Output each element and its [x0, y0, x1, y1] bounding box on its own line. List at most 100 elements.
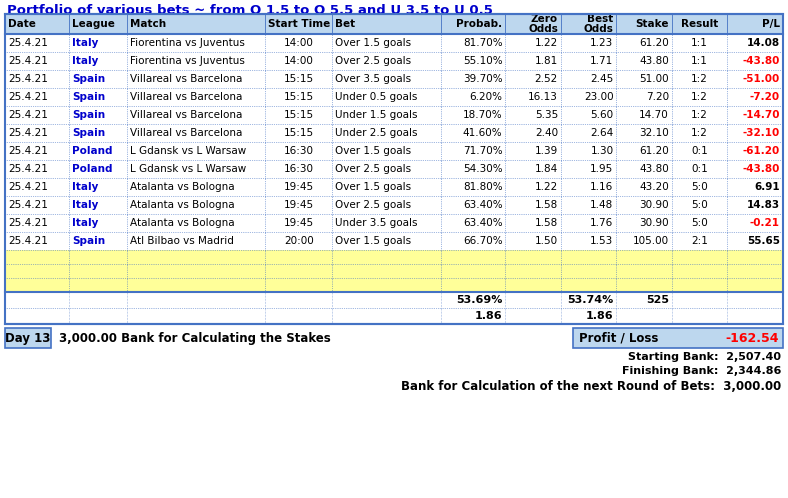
Text: Over 2.5 goals: Over 2.5 goals	[335, 56, 411, 66]
Text: Under 0.5 goals: Under 0.5 goals	[335, 92, 418, 102]
Text: 5.60: 5.60	[590, 110, 614, 120]
Text: 61.20: 61.20	[639, 146, 669, 156]
Text: Over 1.5 goals: Over 1.5 goals	[335, 236, 411, 246]
Text: Over 1.5 goals: Over 1.5 goals	[335, 146, 411, 156]
Text: 25.4.21: 25.4.21	[8, 146, 48, 156]
Text: 7.20: 7.20	[646, 92, 669, 102]
Text: 16.13: 16.13	[528, 92, 558, 102]
Text: 1:2: 1:2	[691, 92, 708, 102]
Text: 1.86: 1.86	[585, 311, 614, 321]
Bar	[5, 178, 783, 196]
Bar	[5, 214, 783, 232]
Text: 1.58: 1.58	[535, 218, 558, 228]
Bar	[5, 52, 783, 70]
Text: Italy: Italy	[72, 56, 98, 66]
Text: Finishing Bank:  2,344.86: Finishing Bank: 2,344.86	[622, 366, 781, 376]
Text: 25.4.21: 25.4.21	[8, 56, 48, 66]
Text: 25.4.21: 25.4.21	[8, 200, 48, 210]
Text: 20:00: 20:00	[284, 236, 314, 246]
Text: 1.30: 1.30	[590, 146, 614, 156]
Text: 1.76: 1.76	[590, 218, 614, 228]
Text: 2.40: 2.40	[535, 128, 558, 138]
Text: 5.35: 5.35	[535, 110, 558, 120]
Text: 525: 525	[646, 295, 669, 305]
Text: L Gdansk vs L Warsaw: L Gdansk vs L Warsaw	[130, 164, 247, 174]
Text: 54.30%: 54.30%	[463, 164, 503, 174]
Text: 19:45: 19:45	[284, 182, 314, 192]
Text: Portfolio of various bets ~ from O 1.5 to O 5.5 and U 3.5 to U 0.5: Portfolio of various bets ~ from O 1.5 t…	[7, 4, 492, 17]
Text: Match: Match	[130, 19, 166, 29]
Text: Poland: Poland	[72, 164, 113, 174]
Text: -162.54: -162.54	[726, 332, 779, 345]
Text: 81.80%: 81.80%	[463, 182, 503, 192]
Text: 2.45: 2.45	[590, 74, 614, 84]
Text: P/L: P/L	[762, 19, 780, 29]
Text: Best
Odds: Best Odds	[584, 13, 614, 34]
Text: 1.48: 1.48	[590, 200, 614, 210]
Bar	[5, 196, 783, 214]
Text: 2.64: 2.64	[590, 128, 614, 138]
Text: 43.20: 43.20	[639, 182, 669, 192]
Text: 18.70%: 18.70%	[463, 110, 503, 120]
Text: 25.4.21: 25.4.21	[8, 74, 48, 84]
Text: 25.4.21: 25.4.21	[8, 38, 48, 48]
Text: 0:1: 0:1	[691, 146, 708, 156]
Bar	[5, 142, 783, 160]
Bar	[5, 124, 783, 142]
Text: 14:00: 14:00	[284, 56, 314, 66]
Bar	[5, 14, 783, 324]
Text: Start Time: Start Time	[268, 19, 330, 29]
Bar	[5, 264, 783, 278]
Text: 105.00: 105.00	[633, 236, 669, 246]
Text: Poland: Poland	[72, 146, 113, 156]
Text: 1.22: 1.22	[535, 38, 558, 48]
Text: Spain: Spain	[72, 74, 105, 84]
Text: 1.22: 1.22	[535, 182, 558, 192]
Text: -14.70: -14.70	[742, 110, 780, 120]
Text: 53.74%: 53.74%	[567, 295, 614, 305]
Text: 71.70%: 71.70%	[463, 146, 503, 156]
Text: 14.83: 14.83	[747, 200, 780, 210]
Text: Italy: Italy	[72, 38, 98, 48]
Text: Spain: Spain	[72, 92, 105, 102]
Text: 5:0: 5:0	[691, 200, 708, 210]
Text: 1.58: 1.58	[535, 200, 558, 210]
Text: Italy: Italy	[72, 200, 98, 210]
Text: Starting Bank:  2,507.40: Starting Bank: 2,507.40	[628, 352, 781, 362]
Text: 14:00: 14:00	[284, 38, 314, 48]
Text: Profit / Loss: Profit / Loss	[579, 332, 659, 345]
Bar	[5, 308, 783, 324]
Bar	[5, 88, 783, 106]
Text: Over 3.5 goals: Over 3.5 goals	[335, 74, 411, 84]
Text: Date: Date	[8, 19, 36, 29]
Text: 2.52: 2.52	[535, 74, 558, 84]
Text: Zero
Odds: Zero Odds	[528, 13, 558, 34]
Text: 55.10%: 55.10%	[463, 56, 503, 66]
Text: -43.80: -43.80	[742, 164, 780, 174]
Text: Spain: Spain	[72, 110, 105, 120]
Text: 66.70%: 66.70%	[463, 236, 503, 246]
Text: 25.4.21: 25.4.21	[8, 110, 48, 120]
Text: 25.4.21: 25.4.21	[8, 218, 48, 228]
Bar	[5, 328, 51, 348]
Text: Atalanta vs Bologna: Atalanta vs Bologna	[130, 182, 235, 192]
Bar	[5, 160, 783, 178]
Text: 1.81: 1.81	[535, 56, 558, 66]
Text: 1.86: 1.86	[475, 311, 503, 321]
Text: 1.95: 1.95	[590, 164, 614, 174]
Bar	[5, 34, 783, 52]
Text: 1.50: 1.50	[535, 236, 558, 246]
Text: 25.4.21: 25.4.21	[8, 164, 48, 174]
Text: Atalanta vs Bologna: Atalanta vs Bologna	[130, 218, 235, 228]
Text: 63.40%: 63.40%	[463, 200, 503, 210]
Text: 30.90: 30.90	[639, 218, 669, 228]
Text: 1:2: 1:2	[691, 128, 708, 138]
Text: 39.70%: 39.70%	[463, 74, 503, 84]
Bar	[5, 250, 783, 264]
Text: 1:1: 1:1	[691, 38, 708, 48]
Bar	[573, 328, 783, 348]
Text: -7.20: -7.20	[750, 92, 780, 102]
Text: Over 2.5 goals: Over 2.5 goals	[335, 164, 411, 174]
Text: Villareal vs Barcelona: Villareal vs Barcelona	[130, 110, 243, 120]
Text: 1.71: 1.71	[590, 56, 614, 66]
